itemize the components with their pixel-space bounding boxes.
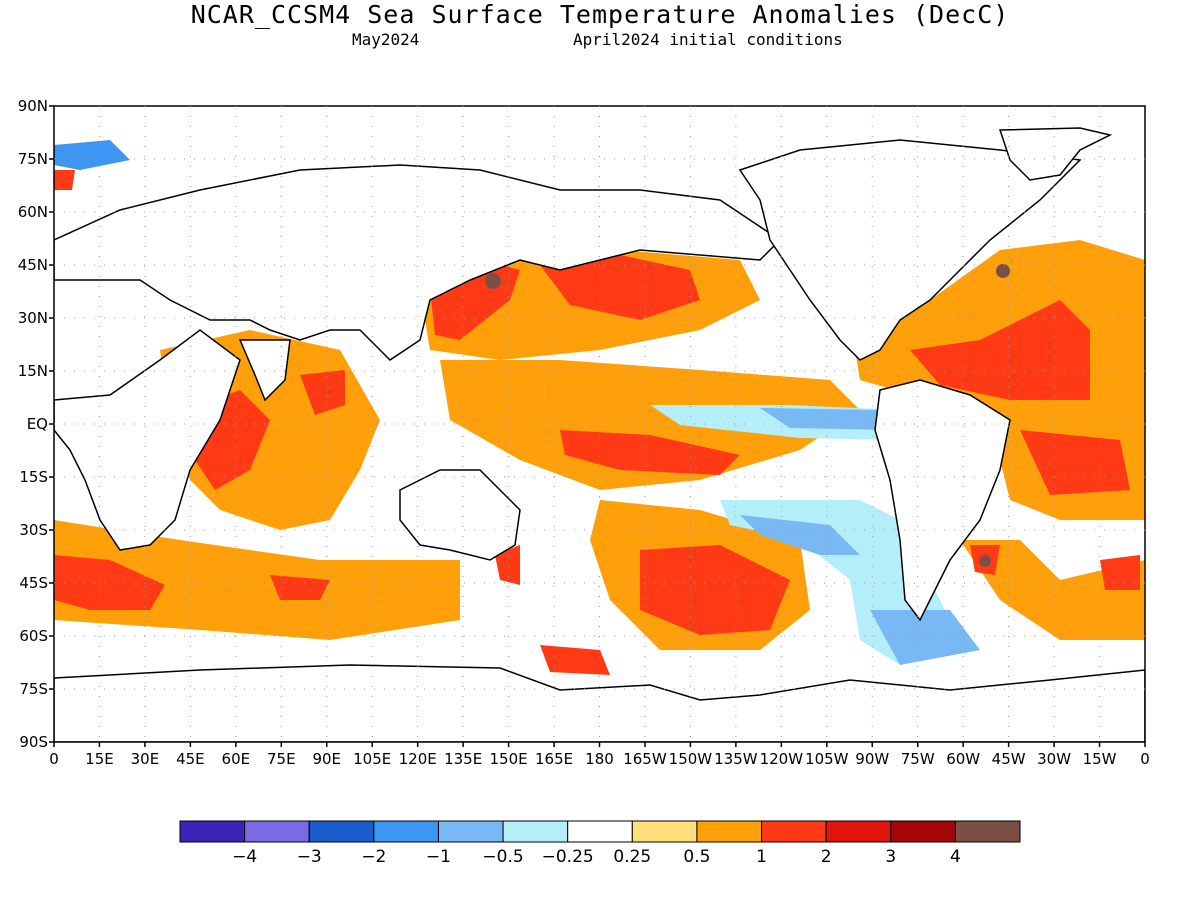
colorbar-swatch: [437, 820, 504, 843]
lon-tick-label: 180: [585, 750, 614, 768]
lon-tick-label: 135E: [444, 750, 482, 768]
lat-tick-label: 30N: [18, 309, 48, 327]
colorbar-label: −0.5: [482, 847, 523, 867]
colorbar-label: 4: [950, 847, 961, 867]
colorbar-swatch: [244, 820, 310, 843]
map-title: NCAR_CCSM4 Sea Surface Temperature Anoma…: [190, 0, 1010, 29]
lat-tick-label: 75N: [18, 150, 48, 168]
colorbar-swatch: [954, 820, 1021, 843]
colorbar-label: −3: [297, 847, 322, 867]
lat-tick-label: 60N: [18, 203, 48, 221]
colorbar-swatch: [567, 820, 633, 843]
anomaly-region-south-of-nz: [540, 645, 610, 675]
anomaly-region-tropical-atlantic-core: [1020, 430, 1130, 495]
lon-tick-label: 0: [1140, 750, 1150, 768]
lat-tick-label: 75S: [19, 680, 48, 698]
colorbar-label: −2: [361, 847, 386, 867]
anomaly-region-bay-of-bengal: [300, 370, 345, 415]
land-antarctica: [54, 664, 1145, 742]
lon-tick-label: 15W: [1083, 750, 1117, 768]
anomaly-region-south-pacific-core: [640, 545, 790, 635]
lon-tick-label: 45E: [176, 750, 205, 768]
anomaly-region-north-atlantic-core: [910, 300, 1090, 400]
land-greenland: [998, 127, 1113, 181]
colorbar-swatch: [761, 820, 827, 843]
anomaly-region-barents-warm: [54, 170, 75, 190]
colorbar-swatch: [373, 820, 439, 843]
anomaly-region-south-indian-warm: [270, 575, 330, 600]
colorbar-label: −0.25: [542, 847, 594, 867]
land-south-america: [874, 379, 1011, 622]
lat-tick-label: 30S: [19, 521, 48, 539]
land-eurasia: [54, 164, 782, 361]
lon-tick-label: 105E: [353, 750, 391, 768]
anomaly-region-south-indian-core: [54, 555, 165, 610]
lon-tick-label: 15E: [85, 750, 114, 768]
colorbar-swatch: [696, 820, 763, 843]
lat-tick-label: 15N: [18, 362, 48, 380]
lon-tick-label: 60W: [946, 750, 980, 768]
latitude-axis: 90N 75N 60N 45N 30N 15N EQ 15S 30S 45S 60S 75S 90S: [18, 97, 54, 751]
anomaly-region-north-pacific-core: [540, 255, 700, 320]
forecast-month: May2024: [352, 30, 420, 49]
coastlines: [54, 127, 1145, 742]
lon-tick-label: 120E: [399, 750, 437, 768]
land-north-america: [738, 139, 1082, 361]
colorbar-swatch: [179, 820, 246, 843]
anomaly-region-south-atlantic: [960, 540, 1145, 640]
initial-conditions: April2024 initial conditions: [573, 30, 843, 49]
lat-tick-label: 45N: [18, 256, 48, 274]
colorbar-label: 1: [756, 847, 767, 867]
colorbar-swatch: [631, 820, 698, 843]
lon-tick-label: 105W: [805, 750, 849, 768]
lon-tick-label: 45W: [992, 750, 1026, 768]
colorbar-label: 0.25: [613, 847, 651, 867]
anomaly-region-tasman: [495, 545, 520, 585]
lat-tick-label: 90N: [18, 97, 48, 115]
lat-tick-label: 60S: [19, 627, 48, 645]
lon-tick-label: 120W: [760, 750, 804, 768]
colorbar-label: −4: [232, 847, 257, 867]
anomaly-region-tropical-pacific-core: [560, 430, 740, 475]
colorbar-swatch: [502, 820, 569, 843]
anomaly-region-barents-cool: [54, 140, 130, 170]
lon-tick-label: 60E: [222, 750, 251, 768]
anomaly-region-southeast-pacific-cool-core: [740, 515, 860, 555]
colorbar-swatch: [308, 820, 375, 843]
land-africa: [54, 329, 241, 551]
lon-tick-label: 165E: [535, 750, 573, 768]
anomaly-region-south-atlantic-east: [1100, 555, 1140, 590]
colorbar-label: 0.5: [683, 847, 710, 867]
land-australia: [399, 469, 521, 561]
lat-tick-label: 15S: [19, 468, 48, 486]
lat-tick-label: EQ: [27, 415, 48, 433]
gridlines: [54, 106, 1145, 742]
land-india: [238, 339, 291, 402]
longitude-axis: 0 15E 30E 45E 60E 75E 90E 105E 120E 135E 150E 165E 1…: [49, 742, 1150, 768]
lon-tick-label: 150W: [669, 750, 713, 768]
anomaly-region-south-atlantic-indian: [54, 520, 460, 640]
colorbar-swatch: [825, 820, 892, 843]
lon-tick-label: 90E: [312, 750, 341, 768]
anomaly-region-eq-pacific-cold-core: [760, 408, 895, 430]
anomaly-region-tropical-pacific: [440, 360, 860, 490]
lon-tick-label: 90W: [855, 750, 889, 768]
colorbar-label: 2: [821, 847, 832, 867]
lon-tick-label: 75E: [267, 750, 296, 768]
lon-tick-label: 30W: [1037, 750, 1071, 768]
lon-tick-label: 165W: [623, 750, 667, 768]
lon-tick-label: 30E: [131, 750, 160, 768]
colorbar: −4 −3 −2 −1 −0.5 −0.25 0.25 0.5 1 2 3 4: [179, 820, 1021, 867]
colorbar-label: 3: [885, 847, 896, 867]
lat-tick-label: 90S: [19, 733, 48, 751]
lon-tick-label: 75W: [901, 750, 935, 768]
colorbar-swatch: [890, 820, 956, 843]
lon-tick-label: 0: [49, 750, 59, 768]
lon-tick-label: 135W: [714, 750, 758, 768]
anomaly-region-drake-cool: [870, 610, 980, 665]
lon-tick-label: 150E: [490, 750, 528, 768]
colorbar-label: −1: [426, 847, 451, 867]
lat-tick-label: 45S: [19, 574, 48, 592]
